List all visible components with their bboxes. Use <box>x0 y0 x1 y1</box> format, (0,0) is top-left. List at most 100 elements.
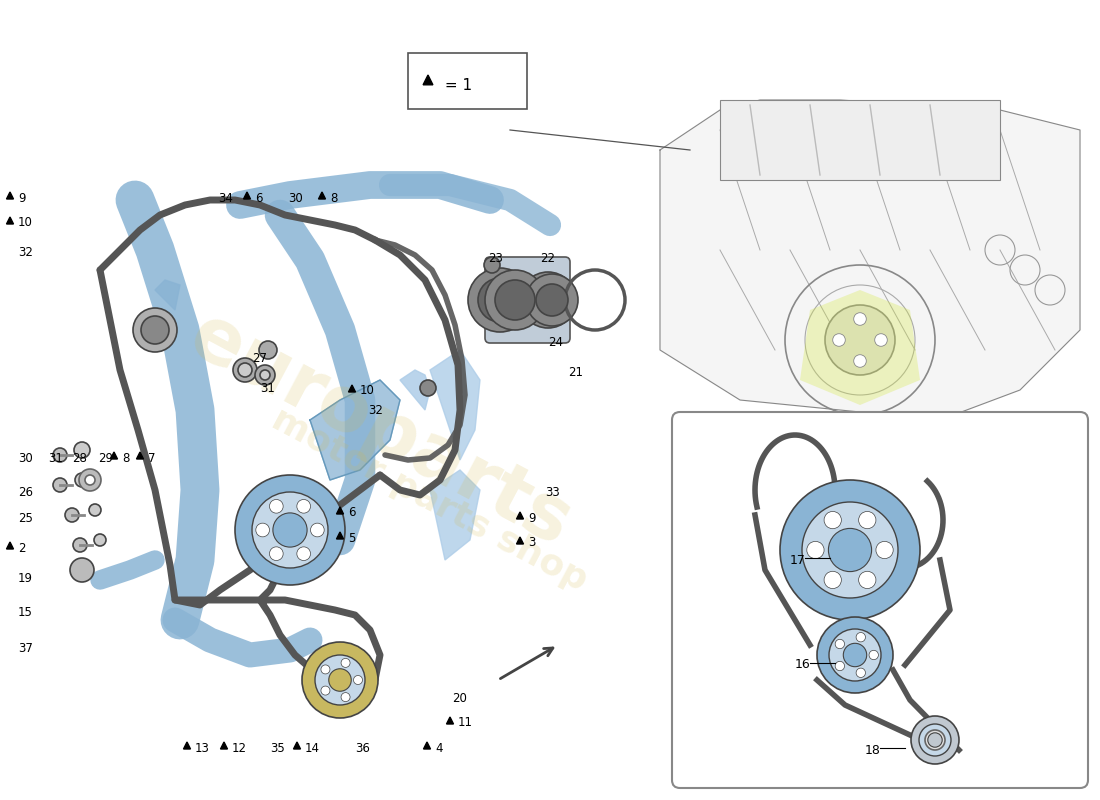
Text: 7: 7 <box>148 451 155 465</box>
Circle shape <box>89 504 101 516</box>
Text: 11: 11 <box>458 717 473 730</box>
Circle shape <box>927 733 943 747</box>
Text: 24: 24 <box>548 337 563 350</box>
Circle shape <box>536 284 568 316</box>
Polygon shape <box>800 290 920 405</box>
Circle shape <box>859 571 876 589</box>
Polygon shape <box>447 717 453 724</box>
Circle shape <box>297 499 310 513</box>
Text: 12: 12 <box>232 742 248 754</box>
Text: 33: 33 <box>544 486 560 499</box>
Text: europarts: europarts <box>176 298 584 562</box>
Polygon shape <box>243 192 251 199</box>
Circle shape <box>53 448 67 462</box>
Polygon shape <box>7 542 13 549</box>
Circle shape <box>235 475 345 585</box>
Circle shape <box>85 475 95 485</box>
Circle shape <box>856 668 866 678</box>
Text: 32: 32 <box>18 246 33 259</box>
FancyBboxPatch shape <box>485 257 570 343</box>
Text: 37: 37 <box>18 642 33 654</box>
Text: 10: 10 <box>18 217 33 230</box>
Circle shape <box>825 305 895 375</box>
Text: 21: 21 <box>568 366 583 379</box>
Circle shape <box>520 272 576 328</box>
Circle shape <box>824 511 842 529</box>
Polygon shape <box>337 532 343 539</box>
Circle shape <box>530 282 566 318</box>
Circle shape <box>829 629 881 681</box>
Text: 32: 32 <box>368 405 383 418</box>
Text: 2: 2 <box>18 542 25 554</box>
Text: 19: 19 <box>18 571 33 585</box>
Polygon shape <box>349 385 355 392</box>
Circle shape <box>353 675 363 685</box>
Circle shape <box>828 528 871 571</box>
Circle shape <box>258 341 277 359</box>
Circle shape <box>869 650 879 660</box>
Circle shape <box>297 547 310 561</box>
Circle shape <box>835 639 845 649</box>
Circle shape <box>780 480 920 620</box>
Circle shape <box>835 662 845 670</box>
Circle shape <box>918 724 952 756</box>
Bar <box>720 100 1000 180</box>
Polygon shape <box>517 537 524 544</box>
Text: 20: 20 <box>452 691 466 705</box>
Text: 13: 13 <box>195 742 210 754</box>
Text: 8: 8 <box>330 191 338 205</box>
Polygon shape <box>424 742 430 749</box>
Circle shape <box>65 508 79 522</box>
Circle shape <box>238 363 252 377</box>
Circle shape <box>310 523 324 537</box>
Polygon shape <box>660 100 1080 420</box>
Circle shape <box>485 270 544 330</box>
Circle shape <box>341 693 350 702</box>
Text: 22: 22 <box>540 251 556 265</box>
Circle shape <box>75 473 89 487</box>
Circle shape <box>260 370 270 380</box>
Circle shape <box>420 380 436 396</box>
Polygon shape <box>310 380 400 480</box>
Text: 23: 23 <box>488 251 503 265</box>
Circle shape <box>526 274 578 326</box>
Circle shape <box>270 499 283 513</box>
Circle shape <box>133 308 177 352</box>
Circle shape <box>315 655 365 705</box>
Polygon shape <box>430 470 480 560</box>
Circle shape <box>74 442 90 458</box>
Circle shape <box>252 492 328 568</box>
Text: 6: 6 <box>255 191 263 205</box>
Text: 6: 6 <box>348 506 355 519</box>
Polygon shape <box>110 452 118 459</box>
Circle shape <box>321 686 330 695</box>
Text: 26: 26 <box>18 486 33 499</box>
Circle shape <box>856 633 866 642</box>
Circle shape <box>824 571 842 589</box>
Circle shape <box>925 730 945 750</box>
Text: 4: 4 <box>434 742 442 754</box>
Polygon shape <box>319 192 326 199</box>
Polygon shape <box>517 512 524 519</box>
Circle shape <box>859 511 876 529</box>
Polygon shape <box>294 742 300 749</box>
Circle shape <box>484 257 500 273</box>
Polygon shape <box>7 217 13 224</box>
Text: 30: 30 <box>288 191 302 205</box>
Polygon shape <box>337 507 343 514</box>
Text: 31: 31 <box>48 451 63 465</box>
Circle shape <box>478 278 522 322</box>
Circle shape <box>302 642 378 718</box>
Text: 25: 25 <box>18 511 33 525</box>
Text: 9: 9 <box>18 191 25 205</box>
Circle shape <box>806 542 824 558</box>
Circle shape <box>341 658 350 667</box>
Text: 8: 8 <box>122 451 130 465</box>
Text: 10: 10 <box>360 385 375 398</box>
Text: 9: 9 <box>528 511 536 525</box>
Polygon shape <box>184 742 190 749</box>
Circle shape <box>817 617 893 693</box>
Text: 36: 36 <box>355 742 370 754</box>
Polygon shape <box>155 280 180 310</box>
Text: 27: 27 <box>252 351 267 365</box>
